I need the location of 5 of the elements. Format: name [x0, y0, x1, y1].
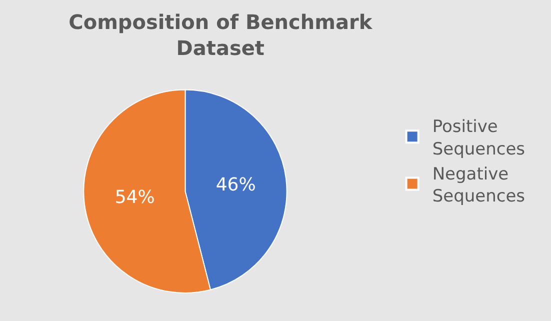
- data-label: 46%: [216, 174, 256, 196]
- data-label: 54%: [114, 187, 155, 208]
- chart-title: Composition of Benchmark Dataset: [68, 10, 373, 60]
- legend-label: Negative Sequences: [432, 164, 526, 206]
- legend-label: Positive Sequences: [432, 117, 526, 160]
